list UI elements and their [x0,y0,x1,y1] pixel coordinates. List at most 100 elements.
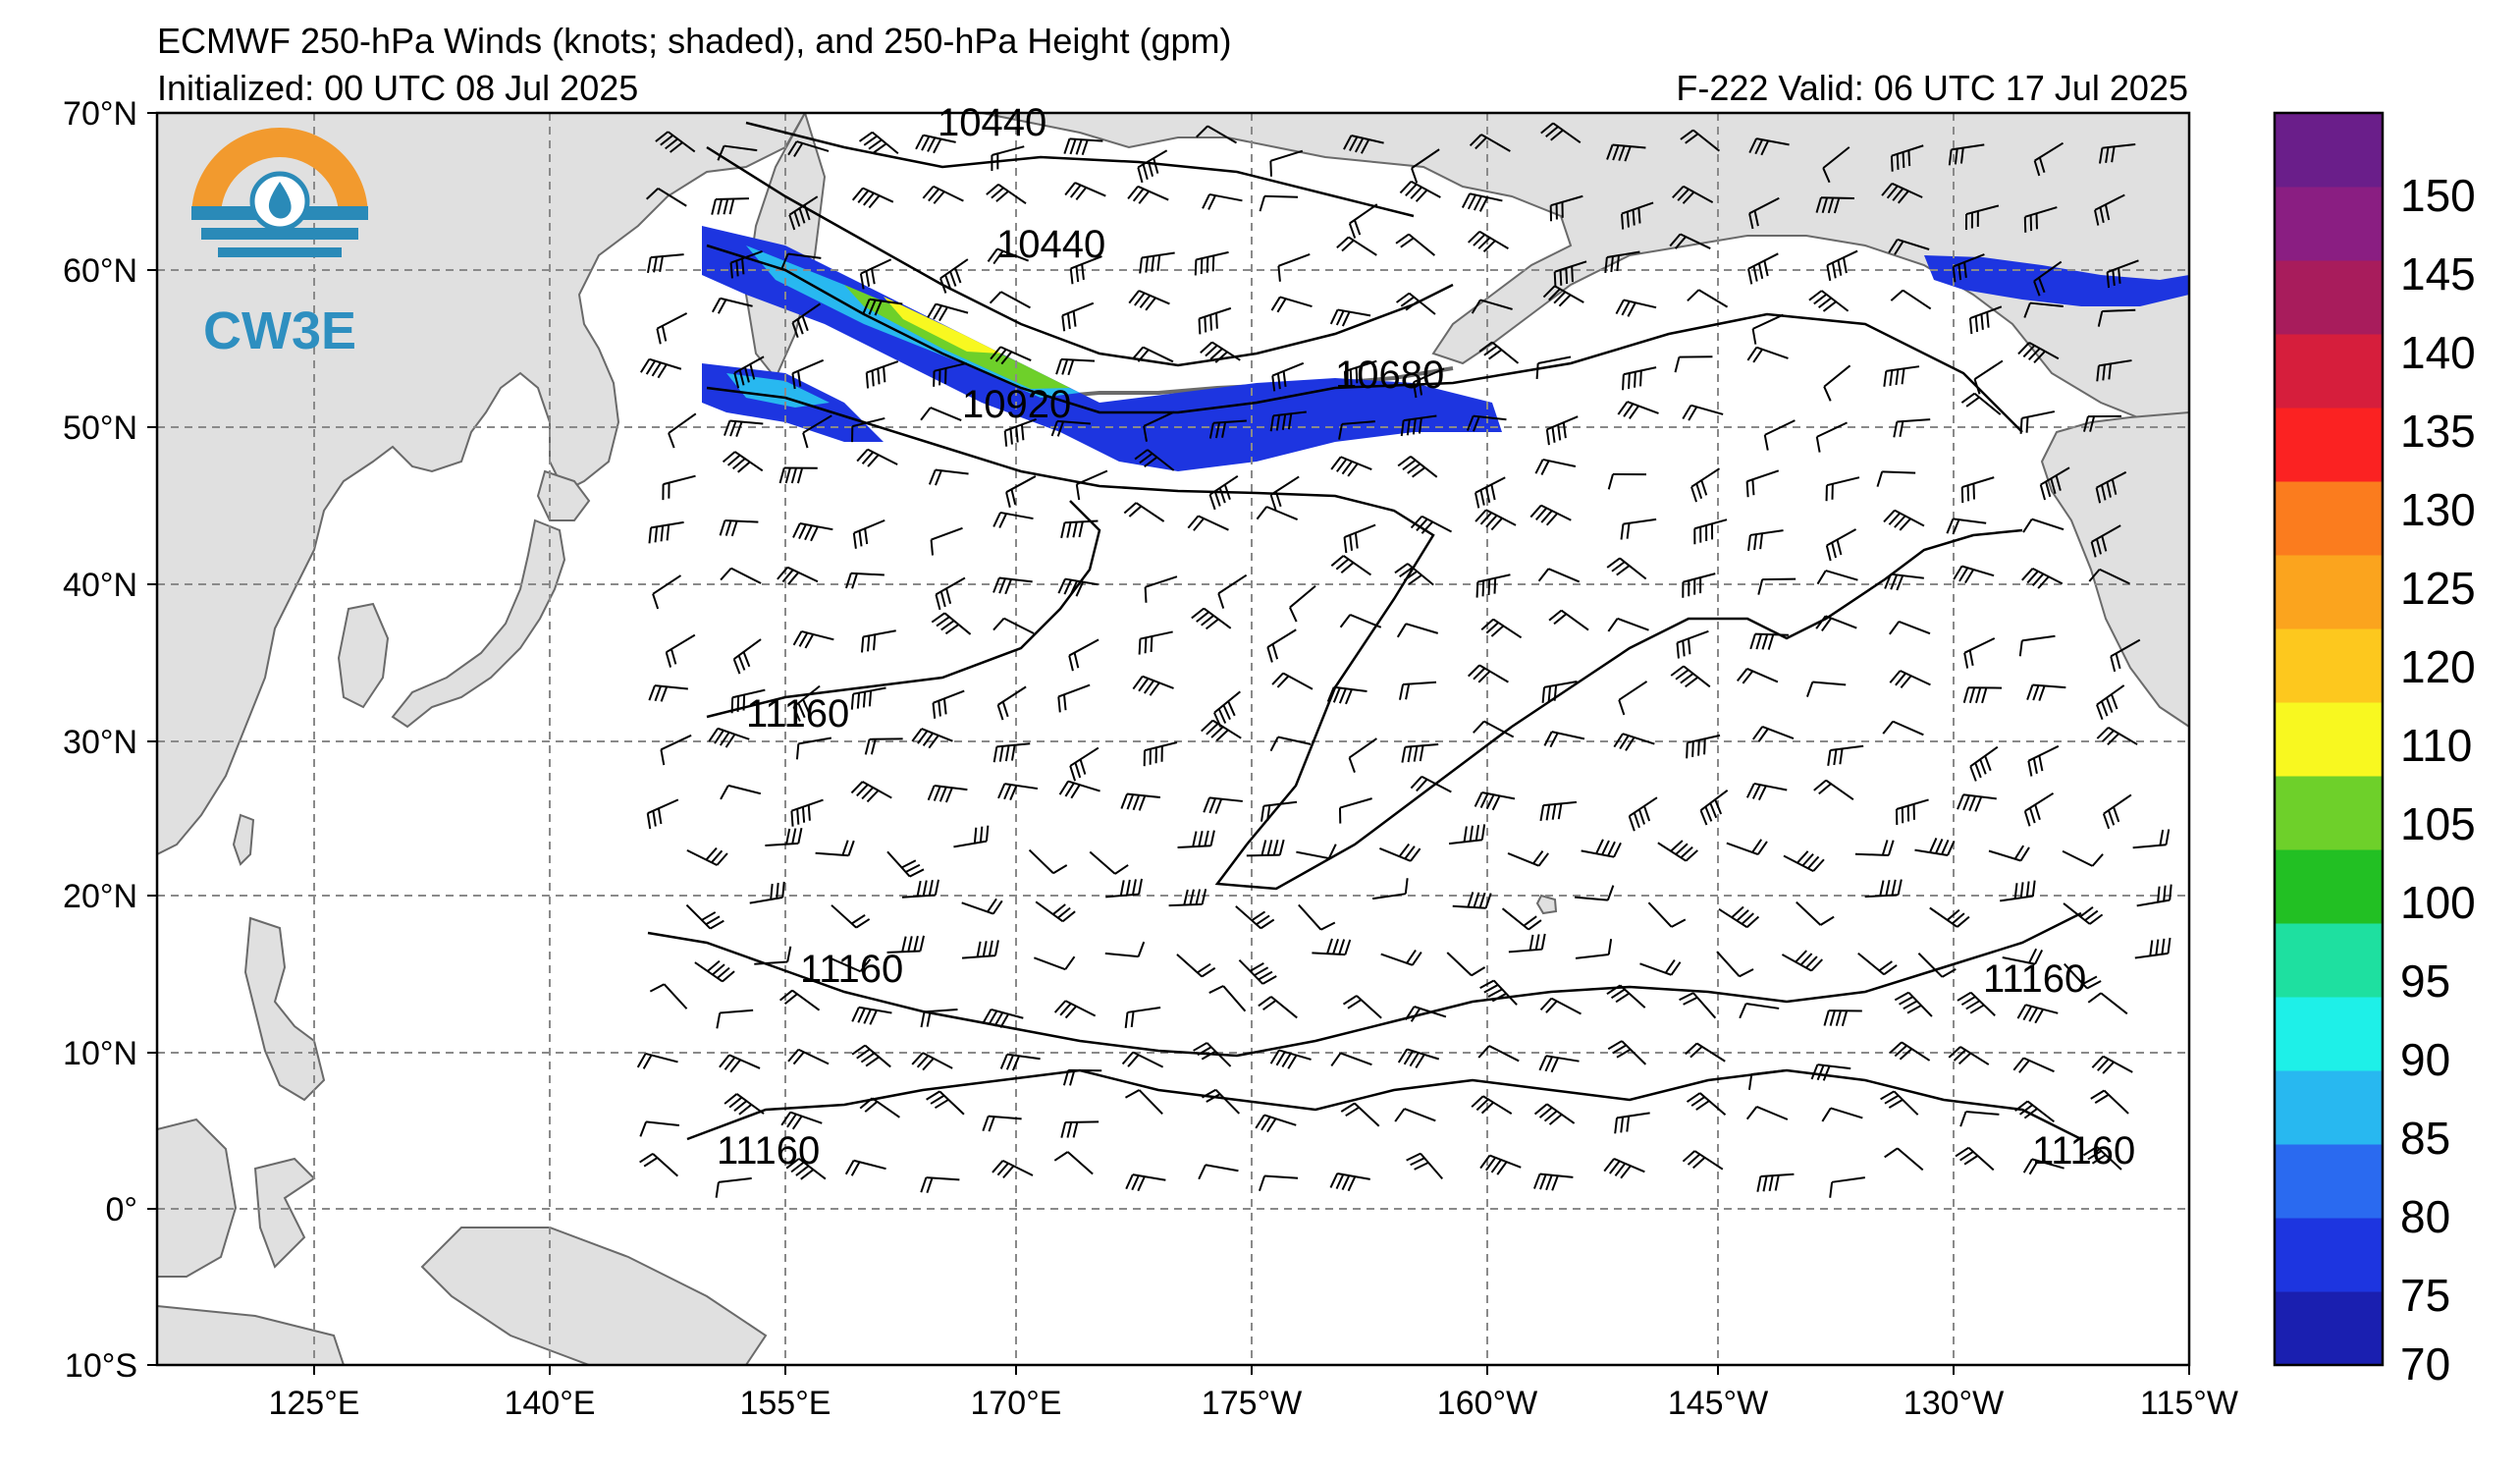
wind-barb [1529,504,1572,526]
colorbar-segment [2275,113,2383,188]
contour-label: 11160 [2032,1129,2135,1173]
wind-barb [1063,137,1103,156]
colorbar-label: 120 [2400,641,2476,692]
wind-barb [790,798,824,827]
wind-barb [1176,954,1216,978]
wind-barb [2023,791,2055,827]
wind-barb [1269,1049,1312,1069]
wind-barb [1751,313,1784,345]
wind-barb [932,689,965,719]
colorbar-label: 140 [2400,327,2476,378]
wind-barb [1397,455,1438,478]
wind-barb [961,940,999,959]
wind-barb [1060,519,1099,539]
wind-barb [1343,134,1384,154]
wind-barb [1508,933,1546,954]
wind-barb [720,784,762,800]
wind-barb [2095,470,2127,504]
wind-barb [1138,630,1173,655]
wind-barb [2026,683,2066,701]
wind-barb [1461,192,1503,212]
wind-barb [1394,563,1434,586]
wind-barb [1893,418,1931,438]
wind-barb [1606,984,1646,1009]
colorbar-segment [2275,997,2383,1071]
colorbar-segment [2275,776,2383,850]
wind-barb [1329,308,1371,327]
wind-barb [724,419,764,437]
wind-barb [850,686,886,710]
wind-barb [1607,617,1649,632]
wind-barb [851,187,894,209]
wind-barb [1821,1107,1863,1122]
wind-barb [1815,421,1848,453]
wind-barb [991,145,1025,171]
wind-barb [1289,584,1316,623]
wind-barb [668,412,697,449]
wind-barb [1533,1103,1576,1125]
wind-barb [791,302,822,338]
wind-barb [716,1009,754,1029]
wind-barb [1053,1000,1097,1019]
wind-barb [1405,1006,1447,1022]
wind-barb [1255,1114,1297,1133]
wind-barb [1539,997,1582,1015]
wind-barb [1399,180,1441,202]
wind-barb [1479,979,1518,1006]
wind-barb [1277,252,1311,282]
wind-barb [1957,991,1996,1016]
wind-barb [992,576,1033,595]
wind-barb [1606,143,1646,162]
colorbar-label: 85 [2400,1113,2450,1164]
wind-barb [656,312,688,345]
wind-barb [1963,637,1996,669]
wind-barb [1676,629,1709,659]
wind-barb [1953,565,1995,584]
colorbar-segment [2275,334,2383,409]
wind-barb [1501,907,1542,931]
wind-barb [926,1090,965,1116]
wind-barb [1825,528,1857,562]
wind-barb [858,131,899,155]
wind-barb [1399,681,1437,700]
wind-barb [862,298,903,316]
wind-barb [1339,614,1382,628]
wind-barb [1330,1052,1372,1067]
wind-barb [1068,638,1099,672]
hawaii [1535,894,1558,915]
wind-barb [765,827,803,847]
wind-barb [649,983,688,1009]
wind-barb [1330,555,1372,576]
colorbar-label: 100 [2400,877,2476,928]
wind-barb [1826,249,1858,282]
wind-barb [636,1052,678,1069]
wind-barb [1756,1173,1795,1192]
wind-barb [1269,475,1300,511]
wind-barb [1679,992,1717,1019]
wind-barb [1271,672,1314,690]
wind-barb [733,355,765,389]
wind-barb [1397,1048,1440,1068]
wind-barb [1143,741,1178,767]
wind-barb [1217,573,1248,609]
wind-barb [831,904,871,929]
wind-barb [2019,410,2056,434]
wind-barb [2091,1055,2133,1074]
wind-barb [1062,1068,1102,1086]
wind-barb [1628,796,1658,832]
wind-barb [1604,250,1640,274]
lat-label: 10°S [65,1347,137,1385]
contour-10920 [706,386,2023,891]
lat-labels: 70°N 60°N 50°N 40°N 30°N 20°N 10°N 0° 10… [63,95,137,1385]
wind-barb [792,521,833,542]
wind-barb [1747,1068,1786,1090]
wind-barb [982,1008,1024,1029]
wind-barb [1061,301,1095,332]
contour-11160-mid [647,911,2082,1058]
wind-barb [1796,900,1835,926]
wind-barb [1057,577,1099,597]
wind-barb [1959,1111,2000,1127]
contour-11160-south [686,1068,2082,1141]
wind-barb [2002,948,2044,965]
wind-barb [1235,905,1275,930]
